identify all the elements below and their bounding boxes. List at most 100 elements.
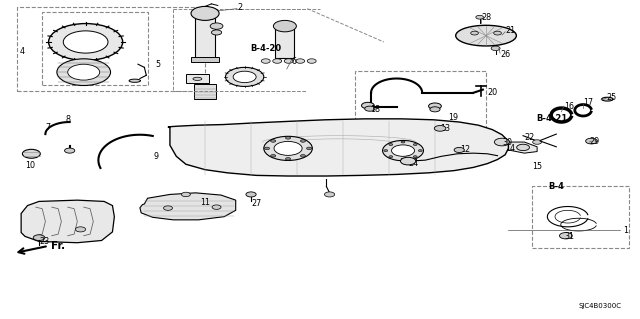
Text: 21: 21 [505, 26, 515, 35]
Circle shape [264, 136, 312, 160]
Polygon shape [140, 193, 236, 220]
Circle shape [261, 59, 270, 63]
Text: 31: 31 [564, 232, 574, 241]
Bar [532, 186, 629, 248]
Polygon shape [21, 200, 115, 243]
Polygon shape [489, 142, 537, 153]
Text: 23: 23 [39, 237, 49, 246]
Circle shape [384, 150, 388, 152]
Text: 4: 4 [20, 47, 25, 56]
Text: 7: 7 [45, 123, 51, 132]
Circle shape [285, 158, 291, 160]
Circle shape [401, 157, 416, 165]
Text: 3: 3 [76, 41, 81, 50]
Text: 20: 20 [487, 88, 497, 97]
Text: 5: 5 [156, 60, 161, 69]
Bar [355, 70, 486, 128]
Circle shape [49, 24, 123, 60]
Text: 26: 26 [500, 50, 510, 59]
Text: 19: 19 [448, 113, 458, 122]
Circle shape [362, 102, 374, 109]
Text: 27: 27 [251, 199, 261, 208]
Circle shape [284, 59, 293, 63]
Circle shape [271, 140, 276, 142]
Text: B-4: B-4 [548, 182, 564, 191]
Circle shape [401, 141, 405, 143]
Text: 10: 10 [25, 161, 35, 170]
Circle shape [532, 140, 541, 144]
Circle shape [413, 144, 417, 145]
Circle shape [63, 31, 108, 53]
Text: B-4-21: B-4-21 [536, 114, 567, 123]
Circle shape [454, 147, 465, 152]
Text: 24: 24 [408, 159, 419, 168]
Circle shape [164, 206, 173, 210]
Circle shape [57, 59, 111, 85]
Ellipse shape [456, 25, 516, 46]
Bar [194, 84, 216, 99]
Text: 2: 2 [237, 3, 243, 12]
Circle shape [264, 147, 269, 150]
Text: 29: 29 [589, 137, 600, 145]
Circle shape [389, 156, 393, 158]
Text: 12: 12 [461, 145, 470, 154]
Text: 30: 30 [502, 138, 512, 147]
Circle shape [22, 149, 40, 158]
Bar [186, 74, 209, 83]
Circle shape [493, 31, 501, 35]
Circle shape [296, 59, 305, 63]
Text: 25: 25 [606, 93, 616, 102]
Circle shape [307, 59, 316, 63]
Circle shape [210, 23, 223, 29]
Polygon shape [168, 119, 508, 176]
Circle shape [476, 15, 483, 19]
Text: 9: 9 [154, 152, 159, 161]
Circle shape [324, 192, 335, 197]
Bar [195, 13, 214, 58]
Circle shape [429, 103, 442, 109]
Circle shape [516, 144, 529, 151]
Circle shape [212, 205, 221, 209]
Ellipse shape [129, 79, 141, 82]
Ellipse shape [602, 97, 613, 101]
Text: 16: 16 [564, 102, 574, 111]
Circle shape [285, 137, 291, 139]
Circle shape [181, 192, 190, 197]
Text: 18: 18 [370, 105, 380, 114]
Bar [191, 56, 219, 62]
Text: B-4-20: B-4-20 [250, 44, 281, 54]
Circle shape [33, 235, 45, 241]
Circle shape [76, 227, 86, 232]
Text: 6: 6 [291, 57, 296, 66]
Circle shape [307, 147, 312, 150]
Circle shape [419, 150, 422, 152]
Circle shape [365, 106, 375, 111]
Text: 11: 11 [200, 198, 210, 207]
Circle shape [68, 64, 100, 80]
Circle shape [435, 125, 446, 131]
Text: 1: 1 [623, 226, 628, 234]
Circle shape [233, 71, 256, 83]
Bar [42, 12, 148, 85]
Circle shape [586, 138, 597, 144]
Text: 14: 14 [505, 144, 515, 153]
Text: 13: 13 [440, 124, 450, 133]
Circle shape [211, 30, 221, 35]
Circle shape [494, 138, 509, 146]
Text: 22: 22 [524, 133, 534, 142]
Text: 15: 15 [532, 162, 542, 171]
Circle shape [225, 67, 264, 86]
Circle shape [430, 107, 440, 112]
Circle shape [300, 140, 305, 142]
Circle shape [389, 144, 393, 145]
Text: Fr.: Fr. [51, 241, 65, 251]
Text: 8: 8 [66, 115, 71, 124]
Circle shape [65, 148, 75, 153]
Text: SJC4B0300C: SJC4B0300C [579, 303, 621, 309]
Circle shape [491, 46, 500, 50]
Circle shape [246, 192, 256, 197]
Circle shape [392, 145, 415, 156]
Ellipse shape [193, 77, 202, 80]
Circle shape [273, 20, 296, 32]
Circle shape [559, 233, 572, 239]
